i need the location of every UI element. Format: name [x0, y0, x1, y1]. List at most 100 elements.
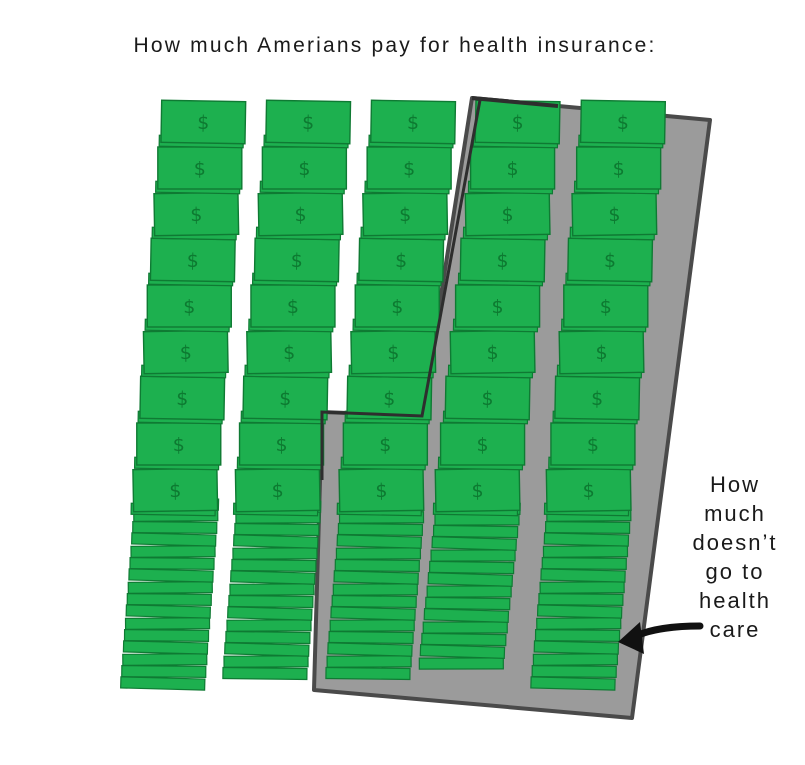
bill-edge	[231, 558, 317, 573]
dollar-symbol: $	[507, 158, 519, 180]
bill-edge	[123, 629, 210, 642]
bill-edge	[122, 640, 209, 655]
dollar-symbol: $	[496, 250, 508, 272]
dollar-bill: $	[160, 99, 247, 145]
dollar-symbol: $	[591, 388, 603, 410]
annotation-line: How	[709, 472, 760, 497]
dollar-bill: $	[139, 375, 226, 421]
bill-body	[575, 146, 662, 190]
chart-title: How much Amerians pay for health insuran…	[133, 34, 657, 57]
arrow-head-icon	[618, 622, 644, 654]
dollar-bill: $	[136, 422, 222, 466]
dollar-bill: $	[454, 284, 541, 328]
bill-edge	[124, 617, 211, 630]
dollar-bill: $	[234, 467, 321, 513]
bill-edge	[534, 629, 621, 642]
overhead-region-edge	[320, 99, 482, 480]
bill-edge	[125, 604, 212, 619]
dollar-symbol: $	[387, 342, 399, 364]
dollar-bill: $	[575, 146, 662, 190]
dollar-bill: $	[567, 237, 654, 283]
bill-edge	[421, 632, 507, 647]
annotation-line: health	[699, 588, 771, 613]
dollar-symbol: $	[287, 296, 299, 318]
bill-edge	[126, 593, 212, 606]
bill-edge	[223, 655, 309, 668]
dollar-symbol: $	[180, 342, 192, 364]
dollar-symbol: $	[183, 296, 195, 318]
bill-edge	[226, 619, 312, 632]
bill-edge	[336, 534, 423, 549]
dollar-symbol: $	[492, 296, 504, 318]
dollar-symbol: $	[587, 434, 599, 456]
bill-edge	[332, 583, 418, 596]
bill-body	[238, 422, 325, 466]
dollar-symbol: $	[407, 112, 419, 134]
dollar-symbol: $	[608, 204, 620, 226]
bill-edge	[536, 617, 622, 630]
dollar-symbol: $	[582, 480, 594, 502]
bill-edge	[232, 547, 318, 560]
dollar-bill: $	[246, 329, 333, 375]
bill-body	[579, 99, 667, 145]
dollar-bill: $	[261, 146, 348, 190]
dollar-bill: $	[439, 422, 526, 466]
bill-edge	[131, 532, 217, 547]
dollar-symbol: $	[486, 342, 498, 364]
bill-edge	[543, 532, 630, 547]
dollar-bill: $	[459, 237, 546, 283]
bill-body	[469, 146, 556, 190]
dollar-bill: $	[132, 467, 219, 513]
bill-edge	[225, 630, 311, 645]
bill-edge	[222, 666, 308, 681]
dollar-bill: $	[265, 99, 352, 145]
bill-edge	[538, 593, 624, 606]
dollar-bill: $	[444, 375, 531, 421]
bill-edge	[431, 536, 517, 551]
bill-edge	[331, 594, 417, 609]
bill-column: $ $ $ $ $ $ $ $ $	[222, 99, 352, 681]
bill-edge	[128, 568, 214, 583]
bill-edge	[544, 521, 631, 534]
dollar-symbol: $	[477, 434, 489, 456]
bill-edge	[228, 594, 314, 609]
bill-column: $ $ $ $ $ $ $ $ $	[530, 99, 667, 691]
bill-edge	[327, 642, 413, 657]
bill-edge	[432, 524, 519, 539]
dollar-symbol: $	[302, 112, 314, 134]
bill-edge	[542, 545, 629, 558]
dollar-bill: $	[253, 237, 340, 283]
dollar-symbol: $	[169, 480, 181, 502]
dollar-symbol: $	[279, 388, 291, 410]
bill-column: $ $ $ $ $ $ $ $ $	[120, 99, 247, 691]
bill-edge	[127, 581, 213, 594]
dollar-bill: $	[362, 191, 449, 237]
bill-edge	[329, 619, 415, 632]
dollar-bill: $	[153, 191, 240, 237]
bill-edge	[423, 608, 510, 623]
dollar-symbol: $	[613, 158, 625, 180]
dollar-symbol: $	[471, 480, 483, 502]
bill-edge	[540, 568, 626, 583]
dollar-bill: $	[469, 146, 556, 190]
overhead-region-edge	[471, 96, 559, 108]
dollar-symbol: $	[187, 250, 199, 272]
dollar-symbol: $	[501, 204, 513, 226]
dollar-symbol: $	[481, 388, 493, 410]
bill-body	[250, 284, 336, 328]
dollar-bill: $	[350, 329, 437, 375]
bill-edge	[129, 557, 215, 570]
dollar-symbol: $	[194, 158, 206, 180]
bill-body	[354, 284, 440, 328]
bill-edge	[541, 557, 627, 570]
bill-body	[160, 99, 247, 145]
dollar-bill: $	[242, 375, 329, 421]
dollar-symbol: $	[197, 112, 209, 134]
bill-edge	[427, 572, 514, 587]
bill-edge	[418, 657, 504, 670]
annotation-line: doesn’t	[692, 530, 778, 555]
bill-body	[366, 146, 452, 190]
dollar-bill: $	[370, 99, 457, 145]
bill-edge	[120, 676, 206, 691]
